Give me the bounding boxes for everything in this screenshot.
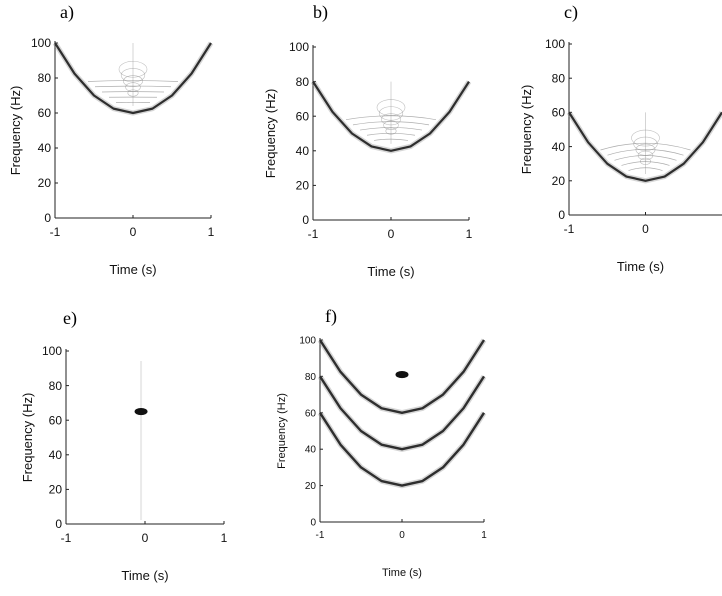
y-tick-label: 40 (305, 445, 317, 456)
y-tick-label: 100 (31, 36, 51, 50)
x-axis-title: Time (s) (367, 264, 414, 279)
y-tick-label: 20 (49, 483, 63, 497)
y-tick-label: 80 (49, 379, 63, 393)
x-tick-label: 0 (642, 222, 649, 236)
y-axis-title: Frequency (Hz) (20, 393, 35, 483)
x-tick-label: 1 (221, 531, 228, 545)
x-tick-label: 0 (130, 225, 137, 239)
panel-label-e: e) (63, 308, 77, 328)
x-axis-title: Time (s) (109, 262, 156, 277)
y-tick-label: 20 (552, 174, 566, 188)
series-line (312, 81, 470, 152)
y-tick-label: 60 (49, 413, 63, 427)
panel-label-f: f) (325, 306, 337, 326)
y-tick-label: 60 (305, 408, 317, 419)
y-tick-label: 100 (289, 40, 309, 54)
x-axis-title: Time (s) (382, 567, 422, 579)
panel-label-c: c) (564, 2, 578, 22)
series-line (318, 375, 486, 451)
y-tick-label: 80 (305, 372, 317, 383)
y-tick-label: 100 (545, 37, 565, 51)
y-axis-title: Frequency (Hz) (8, 86, 23, 176)
x-axis-title: Time (s) (617, 259, 664, 274)
y-tick-label: 40 (552, 140, 566, 154)
series-line (318, 412, 486, 487)
y-axis-title: Frequency (Hz) (263, 89, 278, 179)
y-axis-title: Frequency (Hz) (519, 85, 534, 175)
y-tick-label: 0 (55, 517, 62, 531)
y-tick-label: 0 (310, 518, 316, 529)
y-tick-label: 80 (552, 71, 566, 85)
y-tick-label: 20 (296, 179, 310, 193)
x-tick-label: 1 (208, 225, 215, 239)
y-tick-label: 60 (38, 106, 52, 120)
data-point (395, 370, 409, 379)
y-tick-label: 0 (44, 211, 51, 225)
y-tick-label: 80 (296, 75, 310, 89)
x-tick-label: -1 (61, 531, 72, 545)
x-tick-label: -1 (564, 222, 575, 236)
y-tick-label: 80 (38, 71, 52, 85)
series-line (54, 42, 212, 115)
x-tick-label: 0 (388, 227, 395, 241)
y-tick-label: 100 (42, 344, 62, 358)
data-point (134, 407, 148, 416)
y-tick-label: 40 (38, 141, 52, 155)
y-tick-label: 40 (49, 448, 63, 462)
y-tick-label: 40 (296, 144, 310, 158)
x-tick-label: 1 (481, 530, 487, 541)
panel-label-b: b) (313, 2, 328, 22)
y-tick-label: 100 (299, 336, 316, 347)
x-tick-label: -1 (308, 227, 319, 241)
y-axis-title: Frequency (Hz) (276, 393, 288, 469)
y-tick-label: 60 (296, 109, 310, 123)
x-axis-title: Time (s) (121, 568, 168, 583)
series-line (568, 111, 722, 182)
y-tick-label: 60 (552, 106, 566, 120)
x-tick-label: 0 (142, 531, 149, 545)
y-tick-label: 0 (558, 208, 565, 222)
y-tick-label: 0 (302, 213, 309, 227)
y-tick-label: 20 (305, 481, 317, 492)
x-tick-label: -1 (50, 225, 61, 239)
series-line (318, 339, 486, 414)
x-tick-label: 0 (399, 530, 405, 541)
panel-label-a: a) (60, 2, 74, 22)
x-tick-label: 1 (466, 227, 473, 241)
y-tick-label: 20 (38, 176, 52, 190)
x-tick-label: -1 (316, 530, 325, 541)
